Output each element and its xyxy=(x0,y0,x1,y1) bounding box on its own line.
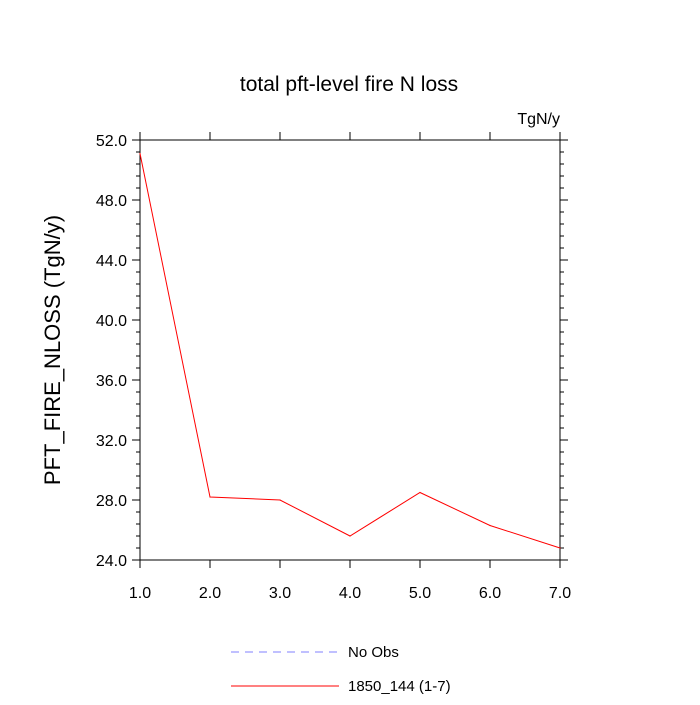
y-tick-label: 48.0 xyxy=(96,193,127,210)
data-point xyxy=(139,152,141,155)
x-tick-label: 5.0 xyxy=(409,585,431,602)
x-axis: 1.0 2.0 3.0 4.0 5.0 6.0 7.0 xyxy=(129,132,571,602)
y-tick-label: 36.0 xyxy=(96,373,127,390)
chart-title: total pft-level fire N loss xyxy=(240,73,458,96)
plot-area xyxy=(139,152,561,549)
y-tick-label: 40.0 xyxy=(96,313,127,330)
data-point xyxy=(209,496,211,498)
x-tick-label: 4.0 xyxy=(339,585,361,602)
x-tick-label: 2.0 xyxy=(199,585,221,602)
data-point xyxy=(279,499,281,501)
y-tick-label: 24.0 xyxy=(96,553,127,570)
x-tick-label: 7.0 xyxy=(549,585,571,602)
x-tick-label: 1.0 xyxy=(129,585,151,602)
y-tick-label: 32.0 xyxy=(96,433,127,450)
y-tick-label: 44.0 xyxy=(96,253,127,270)
units-label: TgN/y xyxy=(517,111,560,128)
legend-label: No Obs xyxy=(348,644,399,661)
y-tick-label: 28.0 xyxy=(96,493,127,510)
legend-label: 1850_144 (1-7) xyxy=(348,678,451,695)
y-axis: 24.0 28.0 32.0 36.0 40.0 44.0 48.0 52.0 xyxy=(96,133,568,570)
y-axis-label: PFT_FIRE_NLOSS (TgN/y) xyxy=(40,215,65,485)
legend: No Obs 1850_144 (1-7) xyxy=(231,644,451,695)
y-tick-label: 52.0 xyxy=(96,133,127,150)
data-point xyxy=(559,547,561,549)
x-tick-label: 3.0 xyxy=(269,585,291,602)
series-line xyxy=(139,153,561,549)
data-point xyxy=(419,491,421,494)
plot-frame xyxy=(139,139,561,561)
data-point xyxy=(489,524,491,527)
data-point xyxy=(349,535,351,537)
x-tick-label: 6.0 xyxy=(479,585,501,602)
